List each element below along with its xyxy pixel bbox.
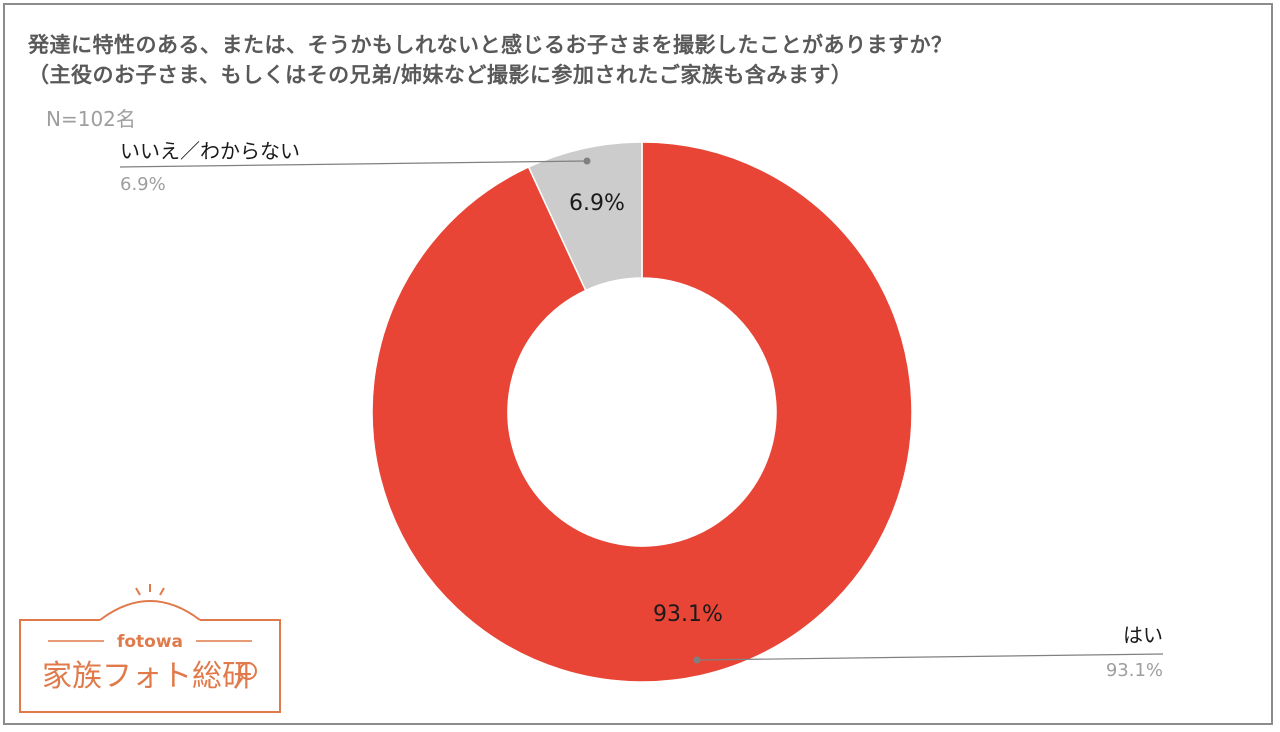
logo-brand: fotowa	[117, 632, 183, 652]
callout-percent-label: 6.9%	[120, 174, 166, 195]
callouts: はい 93.1% いいえ／わからない 6.9%	[119, 139, 1164, 681]
donut-slice	[371, 141, 913, 683]
callout-dot	[583, 157, 591, 165]
callout-category-label: はい	[1123, 623, 1163, 647]
slice-percent-label: 93.1%	[653, 602, 723, 627]
callout-category-label: いいえ／わからない	[120, 139, 300, 163]
callout-leader-line	[119, 160, 588, 168]
callout-leader-line	[696, 653, 1164, 661]
logo: fotowa 家族フォト総研	[19, 584, 281, 713]
logo-sun-rays	[135, 584, 165, 596]
sample-size: N=102名	[46, 107, 136, 131]
donut-slice	[527, 141, 643, 292]
callout-percent-label: 93.1%	[1106, 660, 1163, 681]
chart-title-line-2: （主役のお子さま、もしくはその兄弟/姉妹など撮影に参加されたご家族も含みます）	[28, 63, 853, 87]
chart-frame	[3, 3, 1273, 725]
magnifier-icon	[233, 662, 257, 689]
logo-name: 家族フォト総研	[42, 659, 252, 694]
chart-title-line-1: 発達に特性のある、または、そうかもしれないと感じるお子さまを撮影したことがありま…	[28, 33, 953, 57]
logo-arch	[99, 600, 201, 621]
slice-percent-label: 6.9%	[569, 191, 625, 216]
donut-slices: 93.1% 6.9%	[371, 141, 913, 683]
logo-frame	[19, 619, 281, 713]
callout-dot	[693, 656, 701, 664]
chart-title: 発達に特性のある、または、そうかもしれないと感じるお子さまを撮影したことがありま…	[28, 30, 953, 90]
